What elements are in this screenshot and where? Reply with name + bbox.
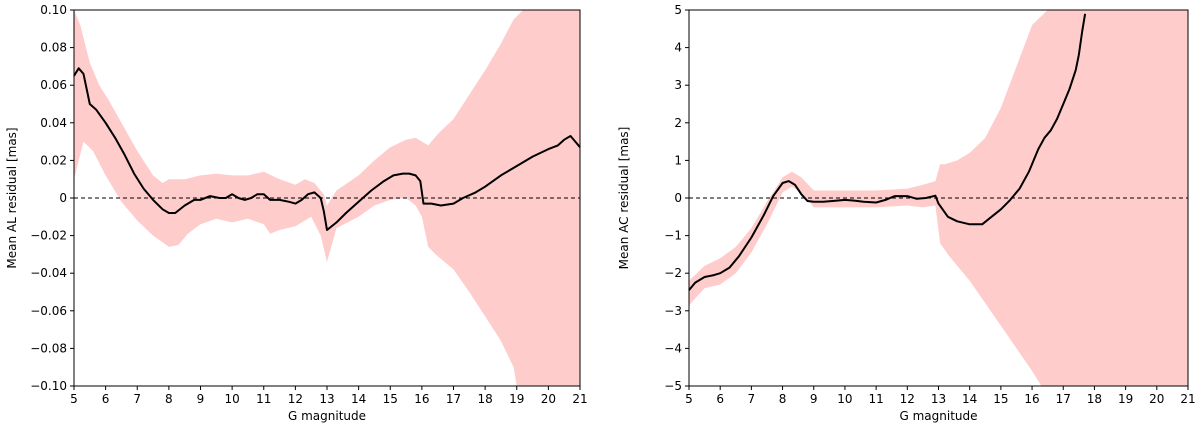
y-tick-label: −4	[664, 341, 682, 355]
y-axis-label: Mean AC residual [mas]	[617, 127, 631, 270]
x-tick-label: 20	[541, 392, 556, 406]
uncertainty-band	[689, 10, 1188, 386]
x-tick-label: 14	[962, 392, 977, 406]
x-tick-label: 13	[931, 392, 946, 406]
x-tick-label: 6	[102, 392, 110, 406]
x-tick-label: 5	[685, 392, 693, 406]
right-chart-panel: 5 6 7 8 9 10 11 12 13 14 15 16 17 18 19 20 21 −5 −4 −3 −2 −1 0…	[600, 0, 1200, 435]
x-tick-label: 15	[383, 392, 398, 406]
x-tick-label: 15	[993, 392, 1008, 406]
y-tick-label: 0.10	[40, 3, 67, 17]
y-axis-label: Mean AL residual [mas]	[5, 127, 19, 268]
y-tick-label: 0.08	[40, 41, 67, 55]
x-axis-label: G magnitude	[899, 409, 977, 423]
x-tick-label: 7	[748, 392, 756, 406]
x-tick-label: 7	[133, 392, 141, 406]
x-tick-label: 5	[70, 392, 78, 406]
x-tick-label: 10	[224, 392, 239, 406]
x-tick-label: 8	[779, 392, 787, 406]
mean-residual-line	[688, 13, 1087, 291]
x-tick-label: 18	[1087, 392, 1102, 406]
y-tick-label: −0.10	[30, 379, 67, 393]
y-tick-label: −1	[664, 229, 682, 243]
x-tick-label: 9	[197, 392, 205, 406]
y-tick-label: 0	[59, 191, 67, 205]
x-tick-label: 19	[509, 392, 524, 406]
y-tick-label: −3	[664, 304, 682, 318]
y-tick-label: 2	[674, 116, 682, 130]
x-tick-label: 21	[1180, 392, 1195, 406]
y-tick-label: 4	[674, 41, 682, 55]
x-tick-label: 16	[414, 392, 429, 406]
x-tick-label: 17	[1056, 392, 1071, 406]
x-axis-label: G magnitude	[288, 409, 366, 423]
y-tick-label: 3	[674, 78, 682, 92]
x-tick-label: 21	[572, 392, 587, 406]
y-tick-label: −2	[664, 266, 682, 280]
x-tick-label: 11	[256, 392, 271, 406]
x-tick-label: 8	[165, 392, 173, 406]
al-residual-chart: 5 6 7 8 9 10 11 12 13 14 15 16 17 18 19 20 21 −0.10 −0.08 −…	[5, 3, 588, 423]
x-tick-label: 20	[1149, 392, 1164, 406]
y-tick-label: −5	[664, 379, 682, 393]
y-tick-label: 0.02	[40, 153, 67, 167]
x-tick-label: 12	[900, 392, 915, 406]
left-chart-panel: 5 6 7 8 9 10 11 12 13 14 15 16 17 18 19 20 21 −0.10 −0.08 −…	[5, 3, 588, 423]
x-tick-label: 18	[477, 392, 492, 406]
ac-residual-chart: 5 6 7 8 9 10 11 12 13 14 15 16 17 18 19 20 21−5−4−3−2−10…	[617, 3, 1196, 423]
mean-residual-line	[73, 67, 581, 231]
y-tick-label: −0.08	[30, 341, 67, 355]
y-tick-label: −0.02	[30, 229, 67, 243]
y-tick-label: 0.06	[40, 78, 67, 92]
y-tick-label: 0.04	[40, 116, 67, 130]
y-tick-label: 1	[674, 153, 682, 167]
x-tick-label: 17	[446, 392, 461, 406]
x-tick-label: 12	[288, 392, 303, 406]
x-tick-label: 9	[810, 392, 818, 406]
x-tick-label: 14	[351, 392, 366, 406]
x-tick-label: 10	[837, 392, 852, 406]
x-tick-label: 6	[716, 392, 724, 406]
x-tick-label: 13	[319, 392, 334, 406]
y-tick-label: −0.06	[30, 304, 67, 318]
x-tick-label: 11	[868, 392, 883, 406]
y-tick-label: −0.04	[30, 266, 67, 280]
x-tick-label: 16	[1024, 392, 1039, 406]
x-tick-label: 19	[1118, 392, 1133, 406]
y-tick-label: 0	[674, 191, 682, 205]
y-tick-label: 5	[674, 3, 682, 17]
